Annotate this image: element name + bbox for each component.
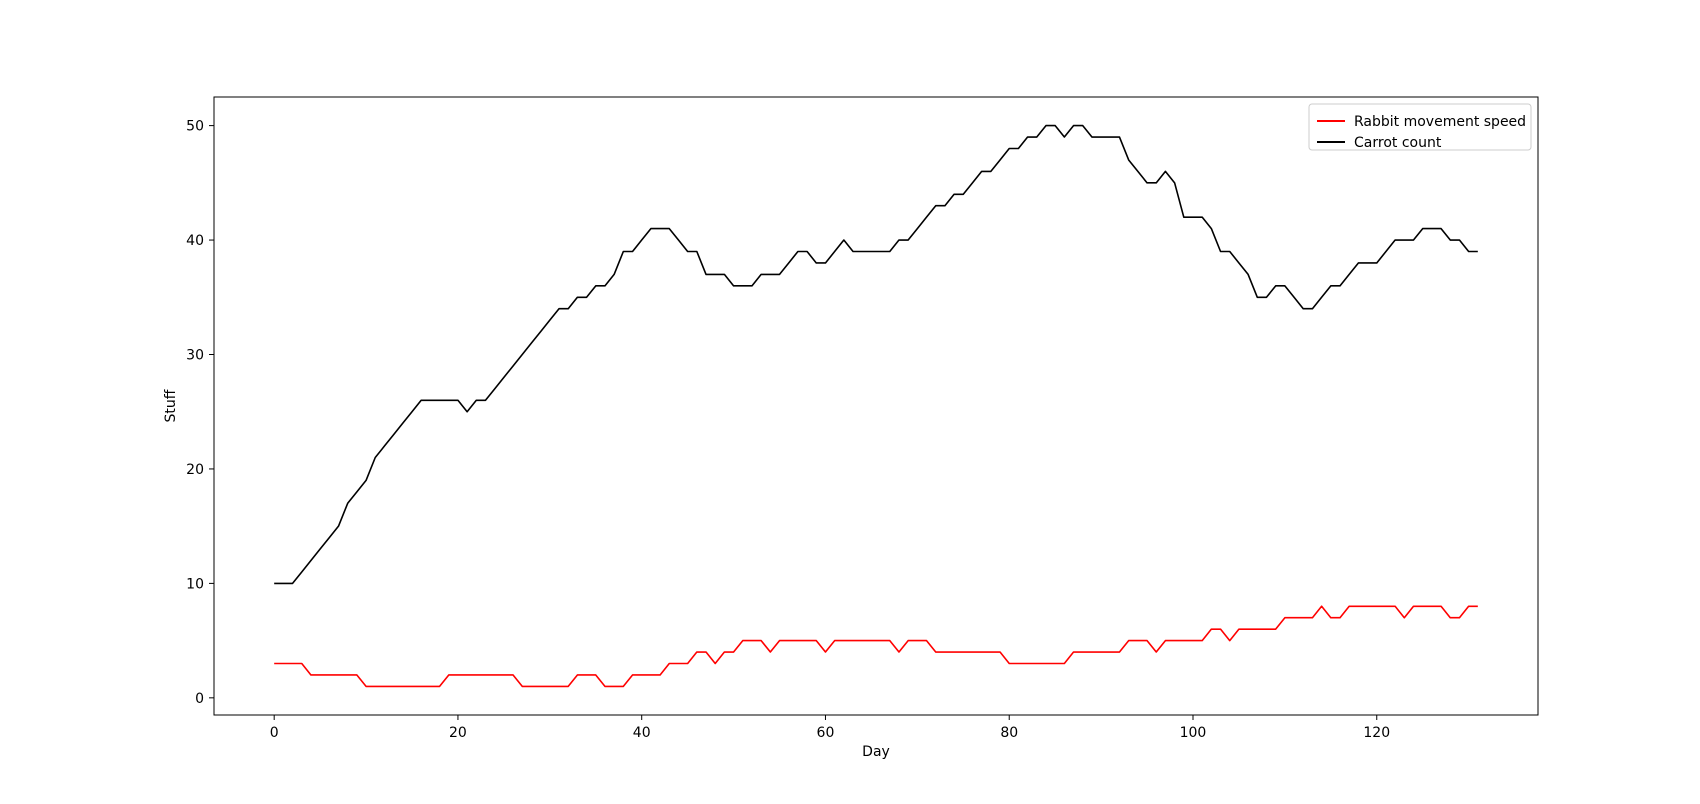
x-tick-label: 60 [817, 725, 835, 741]
legend-label-carrot-count: Carrot count [1354, 135, 1442, 151]
series-layer [274, 124, 1478, 688]
legend-label-rabbit-speed: Rabbit movement speed [1354, 114, 1526, 130]
y-tick-label: 0 [195, 691, 204, 707]
legend-box [1308, 103, 1532, 151]
y-tick-label: 10 [186, 576, 204, 592]
x-tick-label: 120 [1363, 725, 1390, 741]
x-tick-label: 40 [633, 725, 651, 741]
x-tick-label: 80 [1000, 725, 1018, 741]
y-tick-label: 50 [186, 119, 204, 135]
y-tick-label: 40 [186, 233, 204, 249]
series-line-carrot-count [274, 124, 1478, 585]
y-axis: 0 10 20 30 40 50 [186, 119, 214, 707]
y-tick-label: 30 [186, 348, 204, 364]
x-tick-label: 100 [1180, 725, 1207, 741]
x-tick-label: 0 [270, 725, 279, 741]
y-axis-label: Stuff [163, 389, 179, 422]
plot-area [213, 96, 1539, 716]
x-axis-label: Day [862, 744, 890, 760]
x-axis: 0 20 40 60 80 100 120 [270, 715, 1390, 741]
legend: Rabbit movement speed Carrot count [1308, 103, 1532, 151]
y-tick-label: 20 [186, 462, 204, 478]
x-tick-label: 20 [449, 725, 467, 741]
series-line-rabbit-speed [274, 605, 1478, 688]
